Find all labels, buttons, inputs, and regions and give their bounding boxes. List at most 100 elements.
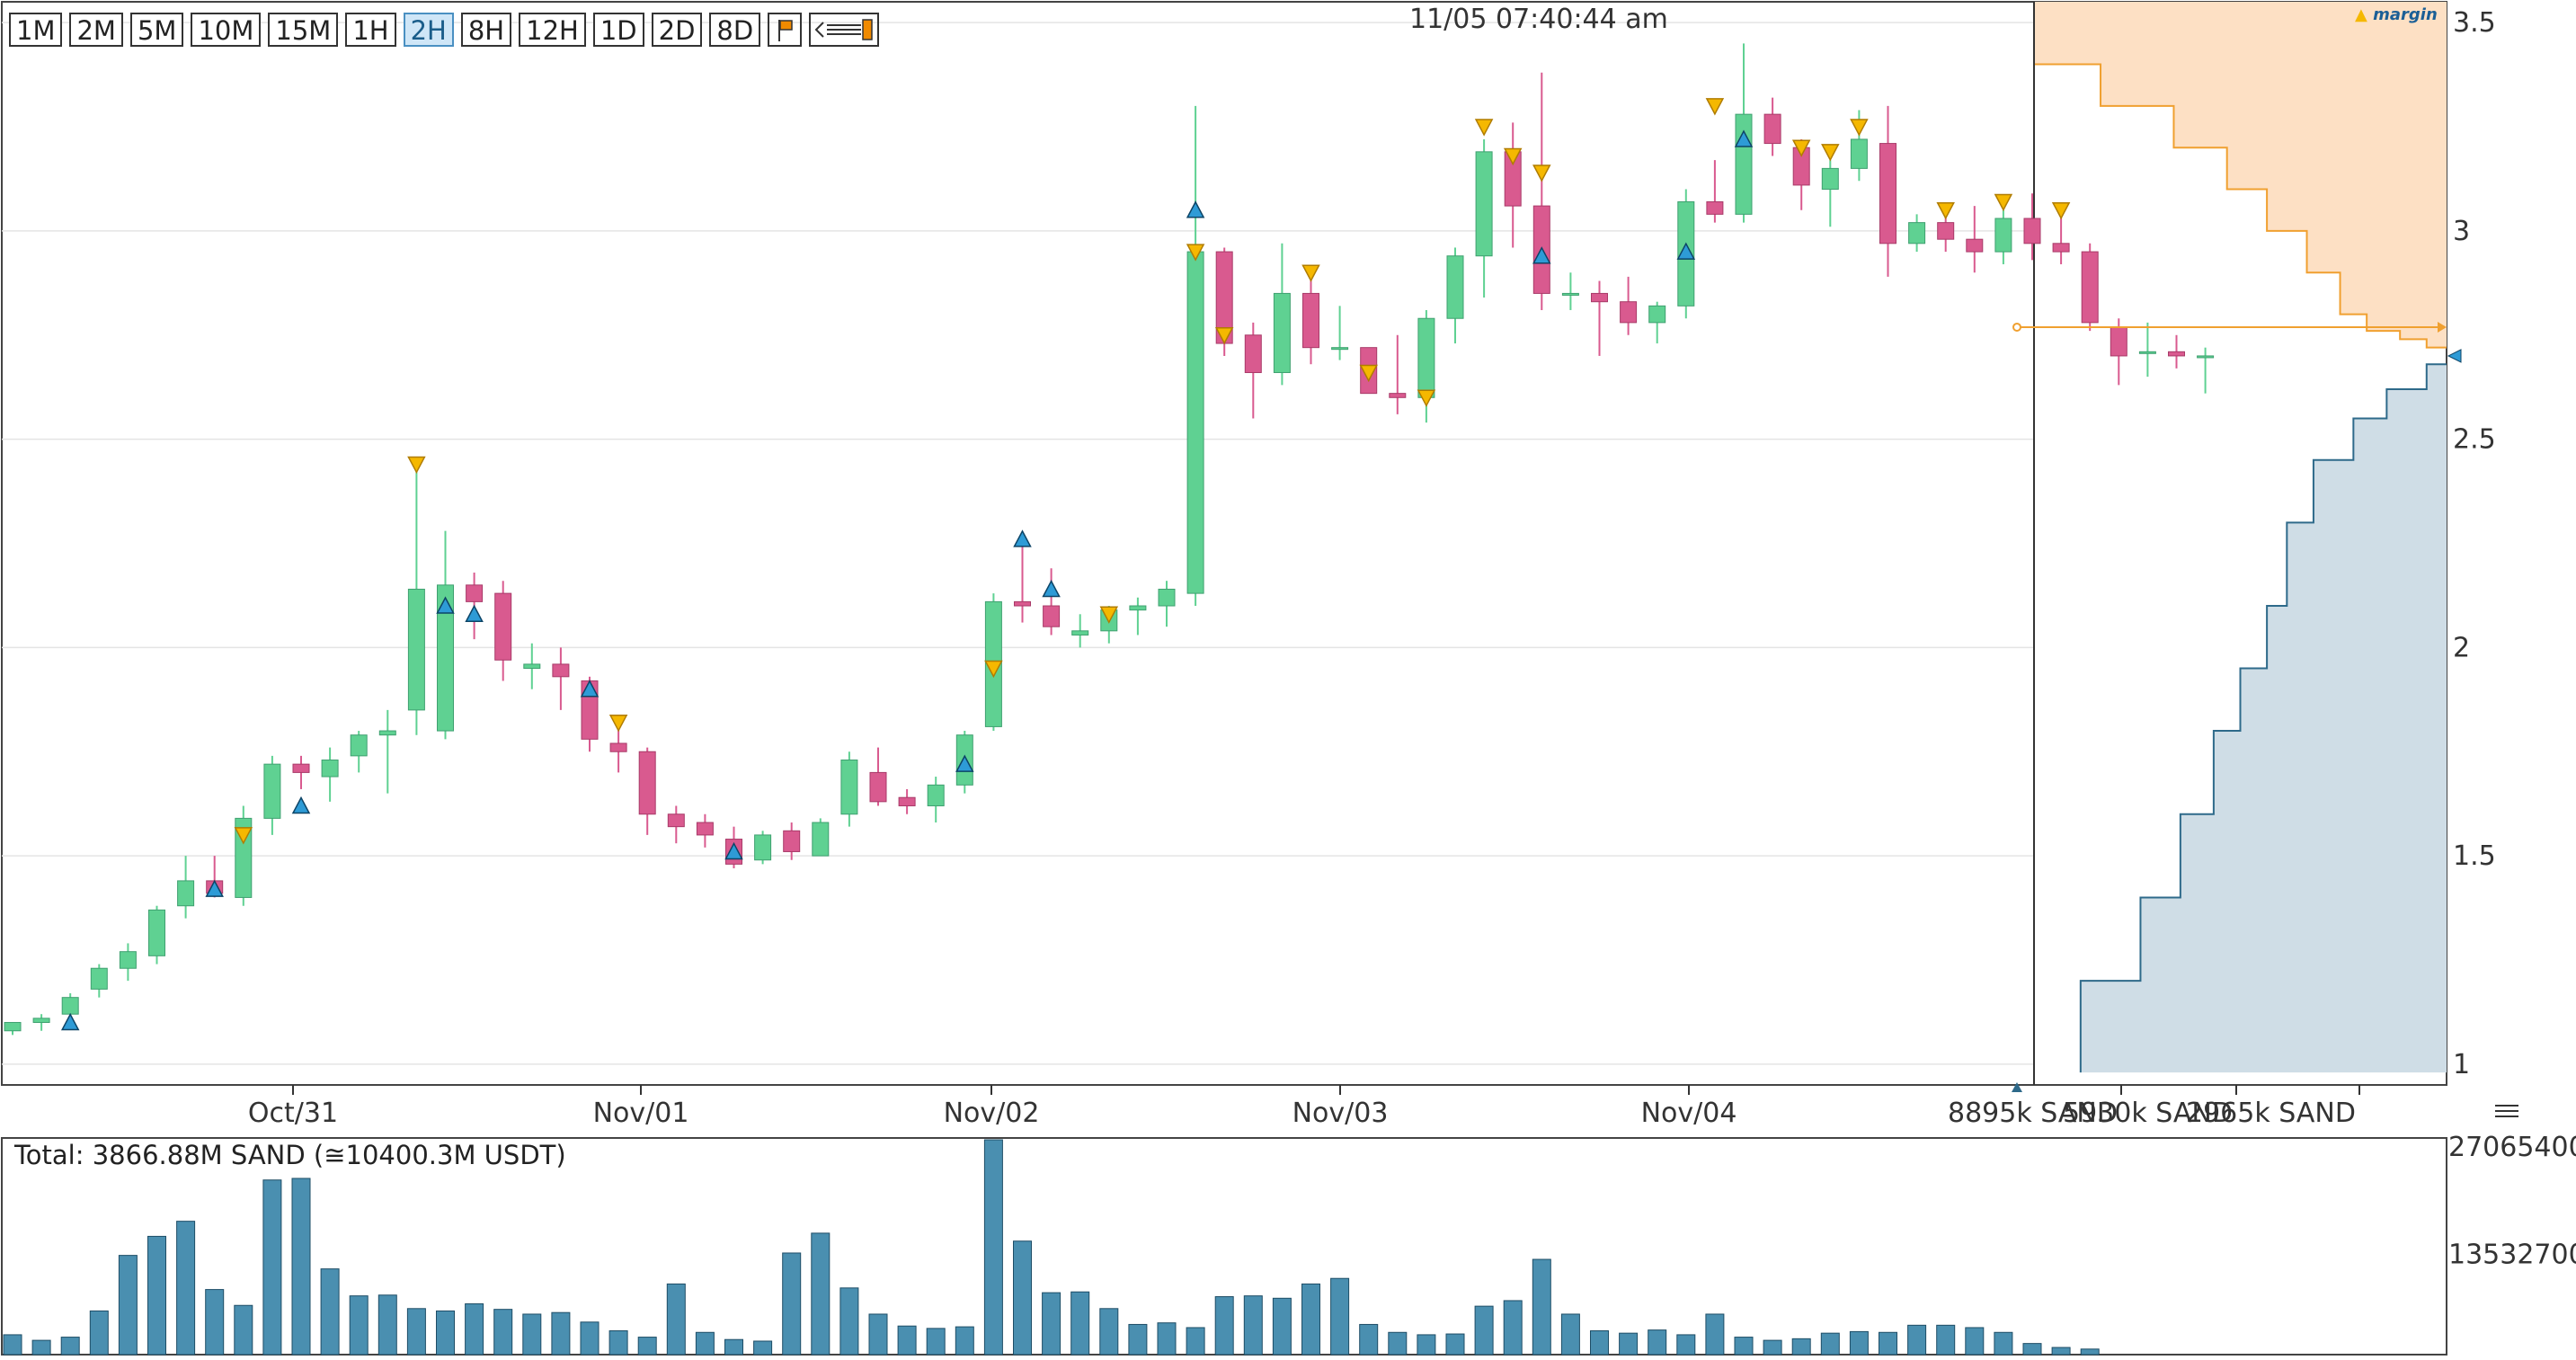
flag-icon[interactable] (768, 13, 803, 47)
volume-bar (1330, 1277, 1350, 1356)
timeframe-button-2d[interactable]: 2D (651, 13, 703, 47)
candle-body (1850, 138, 1868, 169)
candle (840, 751, 858, 827)
candle-body (148, 909, 165, 956)
volume-bar (1965, 1327, 1985, 1356)
buy-marker (1013, 529, 1032, 547)
candle-body (1417, 317, 1435, 398)
volume-bar (1907, 1324, 1927, 1356)
candle (898, 788, 916, 814)
candle (783, 822, 801, 860)
trade-markers (60, 98, 2071, 1031)
timeframe-button-1m[interactable]: 1M (9, 13, 63, 47)
margin-logo-text: margin (2373, 5, 2438, 24)
menu-icon[interactable] (2495, 1105, 2518, 1117)
volume-bar (234, 1304, 253, 1356)
candle-body (2168, 351, 2185, 357)
volume-bar (1042, 1292, 1061, 1356)
time-tick-label: Oct/31 (248, 1098, 338, 1129)
candle-body (1014, 600, 1031, 607)
volume-bar (955, 1326, 974, 1356)
volume-bar (436, 1310, 455, 1356)
volume-bar (1532, 1258, 1551, 1356)
timeframe-button-8d[interactable]: 8D (709, 13, 761, 47)
sell-marker (1532, 164, 1551, 182)
timeframe-button-5m[interactable]: 5M (129, 13, 184, 47)
volume-bar (753, 1340, 773, 1356)
timeframe-button-10m[interactable]: 10M (191, 13, 262, 47)
timeframe-button-8h[interactable]: 8H (460, 13, 512, 47)
candle-body (2081, 251, 2099, 324)
candle (667, 805, 685, 844)
price-tick-label: 1 (2453, 1049, 2470, 1080)
candle-body (292, 763, 310, 773)
candle (1706, 160, 1724, 223)
candle (1994, 209, 2012, 264)
candle-body (869, 771, 887, 803)
volume-bar (1763, 1339, 1782, 1356)
volume-bar (1791, 1338, 1811, 1356)
candle (4, 1021, 22, 1036)
time-axis: Oct/31 Nov/01 Nov/02 Nov/03 Nov/04 (248, 1085, 1737, 1129)
timeframe-button-15m[interactable]: 15M (268, 13, 339, 47)
candle (292, 755, 310, 789)
volume-bar (1619, 1332, 1639, 1356)
timeframe-button-1h[interactable]: 1H (345, 13, 396, 47)
candle (1129, 597, 1147, 636)
volume-bar (782, 1252, 802, 1356)
candle-body (1620, 301, 1638, 324)
candle-body (1071, 630, 1089, 636)
candle (2138, 322, 2156, 378)
timeframe-button-12h[interactable]: 12H (519, 13, 586, 47)
timeframe-button-2h[interactable]: 2H (403, 13, 454, 47)
candle (609, 726, 627, 773)
candle-body (1763, 113, 1781, 145)
volume-bar (1590, 1330, 1609, 1356)
candle (407, 464, 425, 735)
candle-body (552, 663, 570, 678)
candle-body (1043, 605, 1061, 627)
candle (494, 581, 512, 681)
candle-body (1129, 605, 1147, 611)
volume-bars (3, 1139, 2100, 1356)
candle (1331, 306, 1349, 360)
candle (437, 530, 454, 740)
volume-bar (724, 1338, 743, 1356)
timestamp-label: 11/05 07:40:44 am (1409, 4, 1668, 35)
price-tick-label: 2 (2453, 632, 2470, 663)
timeframe-button-1d[interactable]: 1D (592, 13, 644, 47)
volume-bar (31, 1339, 51, 1356)
candle-body (235, 817, 253, 898)
sell-marker (2051, 201, 2071, 220)
timeframe-button-2m[interactable]: 2M (69, 13, 123, 47)
candle (235, 805, 253, 906)
volume-bar (551, 1311, 571, 1356)
current-price-marker (2447, 349, 2462, 363)
candle-body (32, 1018, 50, 1023)
candle (1186, 105, 1204, 607)
volume-bar (1388, 1331, 1408, 1356)
volume-bar (205, 1289, 225, 1356)
candle-body (1591, 292, 1608, 303)
candle-body (407, 588, 425, 711)
candle-body (321, 760, 339, 778)
candle (1475, 138, 1493, 298)
candle-body (812, 822, 830, 857)
compact-toggle-icon[interactable] (809, 13, 880, 47)
volume-bar (1503, 1300, 1523, 1356)
volume-bar (637, 1337, 657, 1356)
candle-body (1446, 255, 1464, 319)
last-price-arrow (2438, 321, 2447, 333)
candle (177, 856, 195, 919)
candle-body (177, 880, 195, 907)
buy-marker (465, 604, 484, 623)
candle-body (2110, 326, 2127, 357)
candle-body (638, 751, 656, 815)
candle (638, 747, 656, 835)
candle-body (378, 730, 396, 736)
volume-bar (378, 1294, 397, 1356)
volume-total-label: Total: 3866.88M SAND (≅10400.3M USDT) (14, 1140, 566, 1170)
sell-marker (407, 456, 426, 475)
